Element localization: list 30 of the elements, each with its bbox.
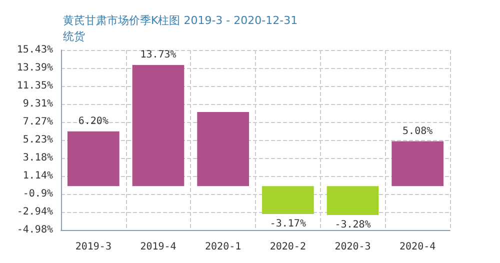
y-tick-label: 11.35% <box>16 80 53 92</box>
y-tick-label: 7.27% <box>22 116 53 128</box>
bar <box>326 186 379 216</box>
data-label: -3.28% <box>334 220 371 231</box>
data-label: 6.20% <box>78 116 108 127</box>
y-tick-label: 15.43% <box>16 44 53 56</box>
y-tick-label: 3.18% <box>22 152 53 164</box>
y-tick-label: 9.31% <box>22 98 53 110</box>
data-label: 5.08% <box>402 126 433 137</box>
x-tick-label: 2020-4 <box>400 242 436 252</box>
y-tick-label: 1.14% <box>22 170 53 182</box>
data-label: 13.73% <box>140 49 176 60</box>
bar <box>67 131 120 186</box>
bar <box>197 112 250 186</box>
bar <box>392 141 444 186</box>
bar <box>262 186 314 214</box>
x-tick-label: 2019-4 <box>140 242 176 252</box>
y-tick-label: -2.94% <box>16 206 53 218</box>
x-tick-label: 2020-1 <box>205 242 242 252</box>
y-tick-label: -0.9% <box>22 188 53 200</box>
y-tick-label: -4.98% <box>16 224 53 236</box>
x-tick-label: 2019-3 <box>75 242 112 252</box>
y-tick-label: 5.23% <box>22 134 53 146</box>
data-label: -3.17% <box>270 218 306 230</box>
chart-title: 黄芪甘肃市场价季K柱图 2019-3 - 2020-12-31 <box>63 14 298 27</box>
chart-subtitle: 统货 <box>63 30 85 43</box>
bar <box>132 64 184 186</box>
y-tick-label: 13.39% <box>16 62 53 74</box>
x-tick-label: 2020-2 <box>270 242 306 252</box>
x-tick-label: 2020-3 <box>334 242 371 252</box>
